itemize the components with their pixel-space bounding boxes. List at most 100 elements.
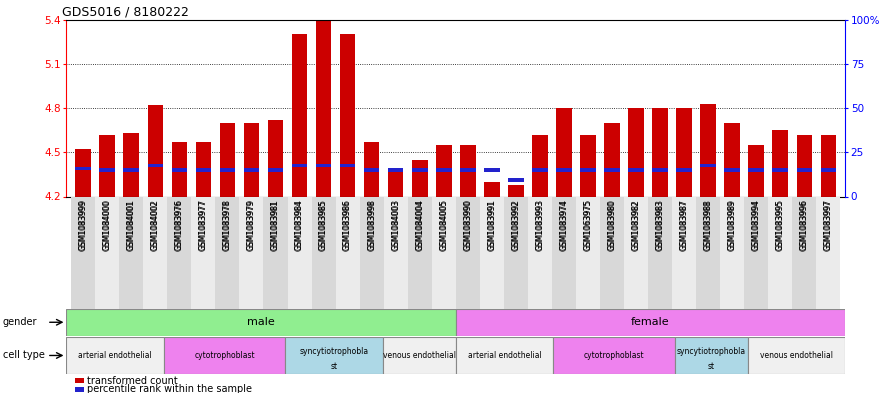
Bar <box>148 164 163 167</box>
Text: GDS5016 / 8180222: GDS5016 / 8180222 <box>63 6 189 18</box>
Text: GSM1084002: GSM1084002 <box>150 200 160 251</box>
Text: GSM1083984: GSM1083984 <box>295 199 304 250</box>
Text: GSM1083982: GSM1083982 <box>632 199 641 250</box>
Text: GSM1084004: GSM1084004 <box>415 200 424 251</box>
Bar <box>748 337 845 374</box>
Text: GSM1084001: GSM1084001 <box>127 199 135 250</box>
Bar <box>556 168 572 172</box>
Text: female: female <box>631 317 670 327</box>
Bar <box>652 168 668 172</box>
Bar <box>456 309 845 336</box>
Bar <box>215 196 240 309</box>
Bar <box>167 196 191 309</box>
Text: GSM1083989: GSM1083989 <box>727 200 736 251</box>
Bar <box>124 168 139 172</box>
Bar <box>768 196 792 309</box>
Bar <box>460 145 475 196</box>
Bar <box>364 142 380 196</box>
Bar <box>96 196 119 309</box>
Text: GSM1083991: GSM1083991 <box>488 200 496 251</box>
Bar <box>335 196 359 309</box>
Text: GSM1083998: GSM1083998 <box>367 199 376 250</box>
Bar <box>292 35 307 197</box>
Bar <box>816 196 841 309</box>
Text: GSM1084005: GSM1084005 <box>439 200 449 251</box>
Text: GSM1083995: GSM1083995 <box>776 199 785 250</box>
Bar <box>556 108 572 196</box>
Bar <box>720 196 744 309</box>
Text: GSM1083992: GSM1083992 <box>512 199 520 250</box>
Bar <box>267 120 283 196</box>
Bar <box>624 196 648 309</box>
Text: syncytiotrophobla: syncytiotrophobla <box>299 347 369 356</box>
Bar <box>143 196 167 309</box>
Bar <box>264 196 288 309</box>
Bar <box>219 168 235 172</box>
Text: GSM1083974: GSM1083974 <box>559 200 568 251</box>
Text: cytotrophoblast: cytotrophoblast <box>583 351 644 360</box>
Bar <box>672 196 696 309</box>
Text: GSM1083985: GSM1083985 <box>319 200 328 251</box>
Bar <box>384 196 408 309</box>
Bar <box>725 168 740 172</box>
Text: GSM1083983: GSM1083983 <box>656 200 665 251</box>
Bar <box>652 108 668 196</box>
Text: GSM1083978: GSM1083978 <box>223 200 232 251</box>
Bar <box>675 337 748 374</box>
Bar <box>744 196 768 309</box>
Bar <box>172 168 187 172</box>
Text: GSM1083976: GSM1083976 <box>175 199 184 250</box>
Bar <box>359 196 384 309</box>
Bar <box>316 20 331 196</box>
Text: GSM1063975: GSM1063975 <box>583 200 592 251</box>
Text: GSM1083980: GSM1083980 <box>607 200 617 251</box>
Bar <box>480 196 504 309</box>
Bar <box>773 130 788 196</box>
Text: GSM1063975: GSM1063975 <box>583 199 592 250</box>
Text: GSM1083988: GSM1083988 <box>704 200 712 251</box>
Bar <box>576 196 600 309</box>
Text: GSM1083985: GSM1083985 <box>319 199 328 250</box>
Bar <box>581 134 596 196</box>
Bar <box>243 123 259 196</box>
Text: GSM1083979: GSM1083979 <box>247 200 256 251</box>
Text: male: male <box>247 317 275 327</box>
Bar <box>460 168 475 172</box>
Text: GSM1083988: GSM1083988 <box>704 199 712 250</box>
Bar <box>124 133 139 196</box>
Bar <box>292 164 307 167</box>
Bar <box>364 168 380 172</box>
Bar <box>696 196 720 309</box>
Bar <box>484 168 500 172</box>
Text: GSM1084003: GSM1084003 <box>391 200 400 251</box>
Bar <box>196 168 212 172</box>
Text: GSM1083977: GSM1083977 <box>199 199 208 250</box>
Text: GSM1084005: GSM1084005 <box>439 199 449 250</box>
Bar <box>243 168 259 172</box>
Bar <box>553 337 675 374</box>
Text: GSM1083994: GSM1083994 <box>751 200 761 251</box>
Text: GSM1083979: GSM1083979 <box>247 199 256 250</box>
Bar <box>700 104 716 196</box>
Bar <box>148 105 163 196</box>
Text: GSM1083999: GSM1083999 <box>79 199 88 250</box>
Text: arterial endothelial: arterial endothelial <box>467 351 542 360</box>
Text: cytotrophoblast: cytotrophoblast <box>194 351 255 360</box>
Bar <box>676 168 692 172</box>
Bar <box>219 123 235 196</box>
Bar <box>340 35 356 197</box>
Bar <box>388 171 404 196</box>
Text: GSM1084003: GSM1084003 <box>391 199 400 250</box>
Bar <box>581 168 596 172</box>
Bar <box>676 108 692 196</box>
Bar <box>191 196 215 309</box>
Text: GSM1083993: GSM1083993 <box>535 200 544 251</box>
Bar <box>66 309 456 336</box>
Bar <box>196 142 212 196</box>
Bar <box>164 337 286 374</box>
Bar <box>725 123 740 196</box>
Text: GSM1083982: GSM1083982 <box>632 200 641 251</box>
Bar <box>99 134 115 196</box>
Bar <box>382 337 456 374</box>
Text: st: st <box>708 362 715 371</box>
